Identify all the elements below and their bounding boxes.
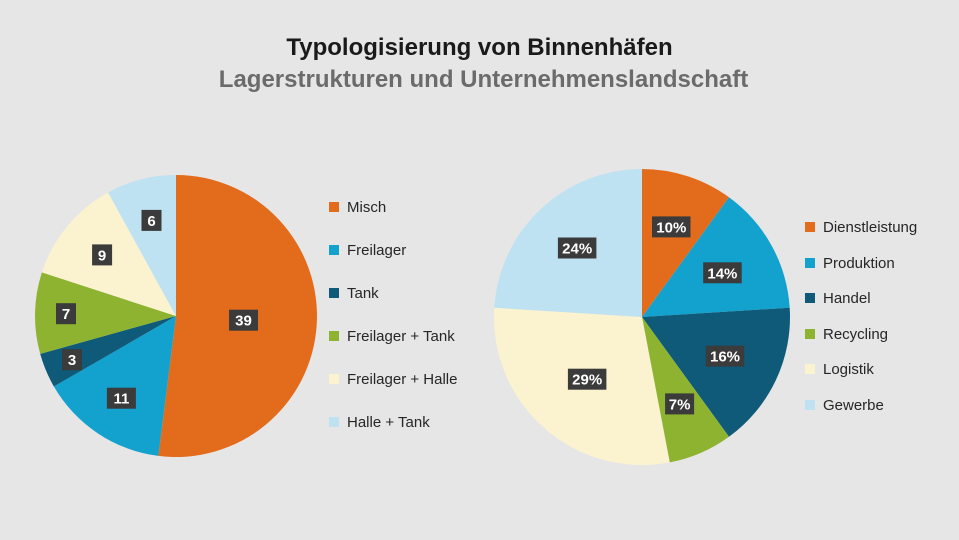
legend-label: Tank xyxy=(347,285,379,303)
legend-item-dienstleistung: Dienstleistung xyxy=(805,218,917,238)
legend-swatch xyxy=(805,257,815,268)
slice-value-label-freilager-plus-tank: 7 xyxy=(56,303,76,325)
slice-value-label-handel: 16% xyxy=(705,345,745,367)
svg-text:16%: 16% xyxy=(710,349,740,366)
pie-slice-handel xyxy=(642,307,791,437)
slice-value-label-gewerbe: 24% xyxy=(557,237,597,259)
legend-label: Logistik xyxy=(823,361,874,379)
svg-text:9: 9 xyxy=(98,247,106,264)
legend-item-logistik: Logistik xyxy=(805,360,874,380)
legend-item-tank: Tank xyxy=(329,284,379,304)
legend-swatch xyxy=(329,245,339,256)
chart-subtitle: Lagerstrukturen und Unternehmenslandscha… xyxy=(218,66,749,93)
legend-swatch xyxy=(805,293,815,304)
slice-value-label-freilager: 11 xyxy=(106,387,136,409)
slice-value-label-misch: 39 xyxy=(229,309,258,331)
legend-label: Freilager + Tank xyxy=(347,328,455,346)
legend-label: Freilager + Halle xyxy=(347,371,458,389)
svg-text:7: 7 xyxy=(62,306,70,323)
legend-item-freilager-plus-halle: Freilager + Halle xyxy=(329,370,457,390)
svg-text:29%: 29% xyxy=(572,372,602,389)
legend-item-freilager: Freilager xyxy=(329,241,406,261)
legend-swatch xyxy=(805,328,815,339)
legend-label: Misch xyxy=(347,199,387,217)
slice-value-label-freilager-plus-halle: 9 xyxy=(92,244,113,266)
svg-text:10%: 10% xyxy=(656,219,686,236)
legend-label: Gewerbe xyxy=(823,396,884,414)
slice-value-label-recycling: 7% xyxy=(665,393,695,415)
legend-label: Produktion xyxy=(823,254,895,272)
legend-item-produktion: Produktion xyxy=(805,254,895,274)
legend-item-halle-plus-tank: Halle + Tank xyxy=(329,413,430,433)
legend-label: Dienstleistung xyxy=(823,219,918,237)
pie-slice-produktion xyxy=(642,197,790,317)
legend-item-freilager-plus-tank: Freilager + Tank xyxy=(329,327,455,347)
legend-swatch xyxy=(805,399,815,410)
legend-item-handel: Handel xyxy=(805,289,871,309)
legend-swatch xyxy=(329,288,339,299)
slice-value-label-dienstleistung: 10% xyxy=(652,216,691,238)
legend-label: Handel xyxy=(823,290,871,308)
svg-text:39: 39 xyxy=(235,313,252,330)
legend-label: Halle + Tank xyxy=(347,414,430,432)
svg-text:14%: 14% xyxy=(707,265,737,282)
legend-swatch xyxy=(805,364,815,375)
svg-text:7%: 7% xyxy=(669,396,691,413)
legend-swatch xyxy=(329,374,339,385)
svg-text:11: 11 xyxy=(113,391,129,408)
pie-slice-freilager-plus-tank xyxy=(34,272,176,354)
legend-swatch xyxy=(329,202,339,213)
legend-swatch xyxy=(329,331,339,342)
legend-item-recycling: Recycling xyxy=(805,325,888,345)
legend-swatch xyxy=(805,222,815,233)
svg-text:24%: 24% xyxy=(562,241,592,258)
chart-title: Typologisierung von Binnenhäfen xyxy=(286,34,673,61)
pie-slice-recycling xyxy=(642,317,729,463)
pie-slice-dienstleistung xyxy=(642,169,729,317)
legend-swatch xyxy=(329,417,339,428)
slice-value-label-halle-plus-tank: 6 xyxy=(141,209,162,231)
pie-chart-storage-structures: 39 11 3 7 9 6 xyxy=(34,175,317,458)
slice-value-label-logistik: 29% xyxy=(567,368,607,390)
svg-text:6: 6 xyxy=(147,213,155,230)
slice-value-label-tank: 3 xyxy=(62,349,82,371)
pie-slice-freilager xyxy=(53,316,176,456)
legend-item-gewerbe: Gewerbe xyxy=(805,396,884,416)
legend-label: Recycling xyxy=(823,325,889,343)
legend-item-misch: Misch xyxy=(329,198,386,218)
pie-chart-company-landscape: 10% 14% 16% 7% 29% 24% xyxy=(493,169,791,466)
legend-label: Freilager xyxy=(347,242,407,260)
svg-text:3: 3 xyxy=(68,352,76,369)
slice-value-label-produktion: 14% xyxy=(703,262,742,284)
